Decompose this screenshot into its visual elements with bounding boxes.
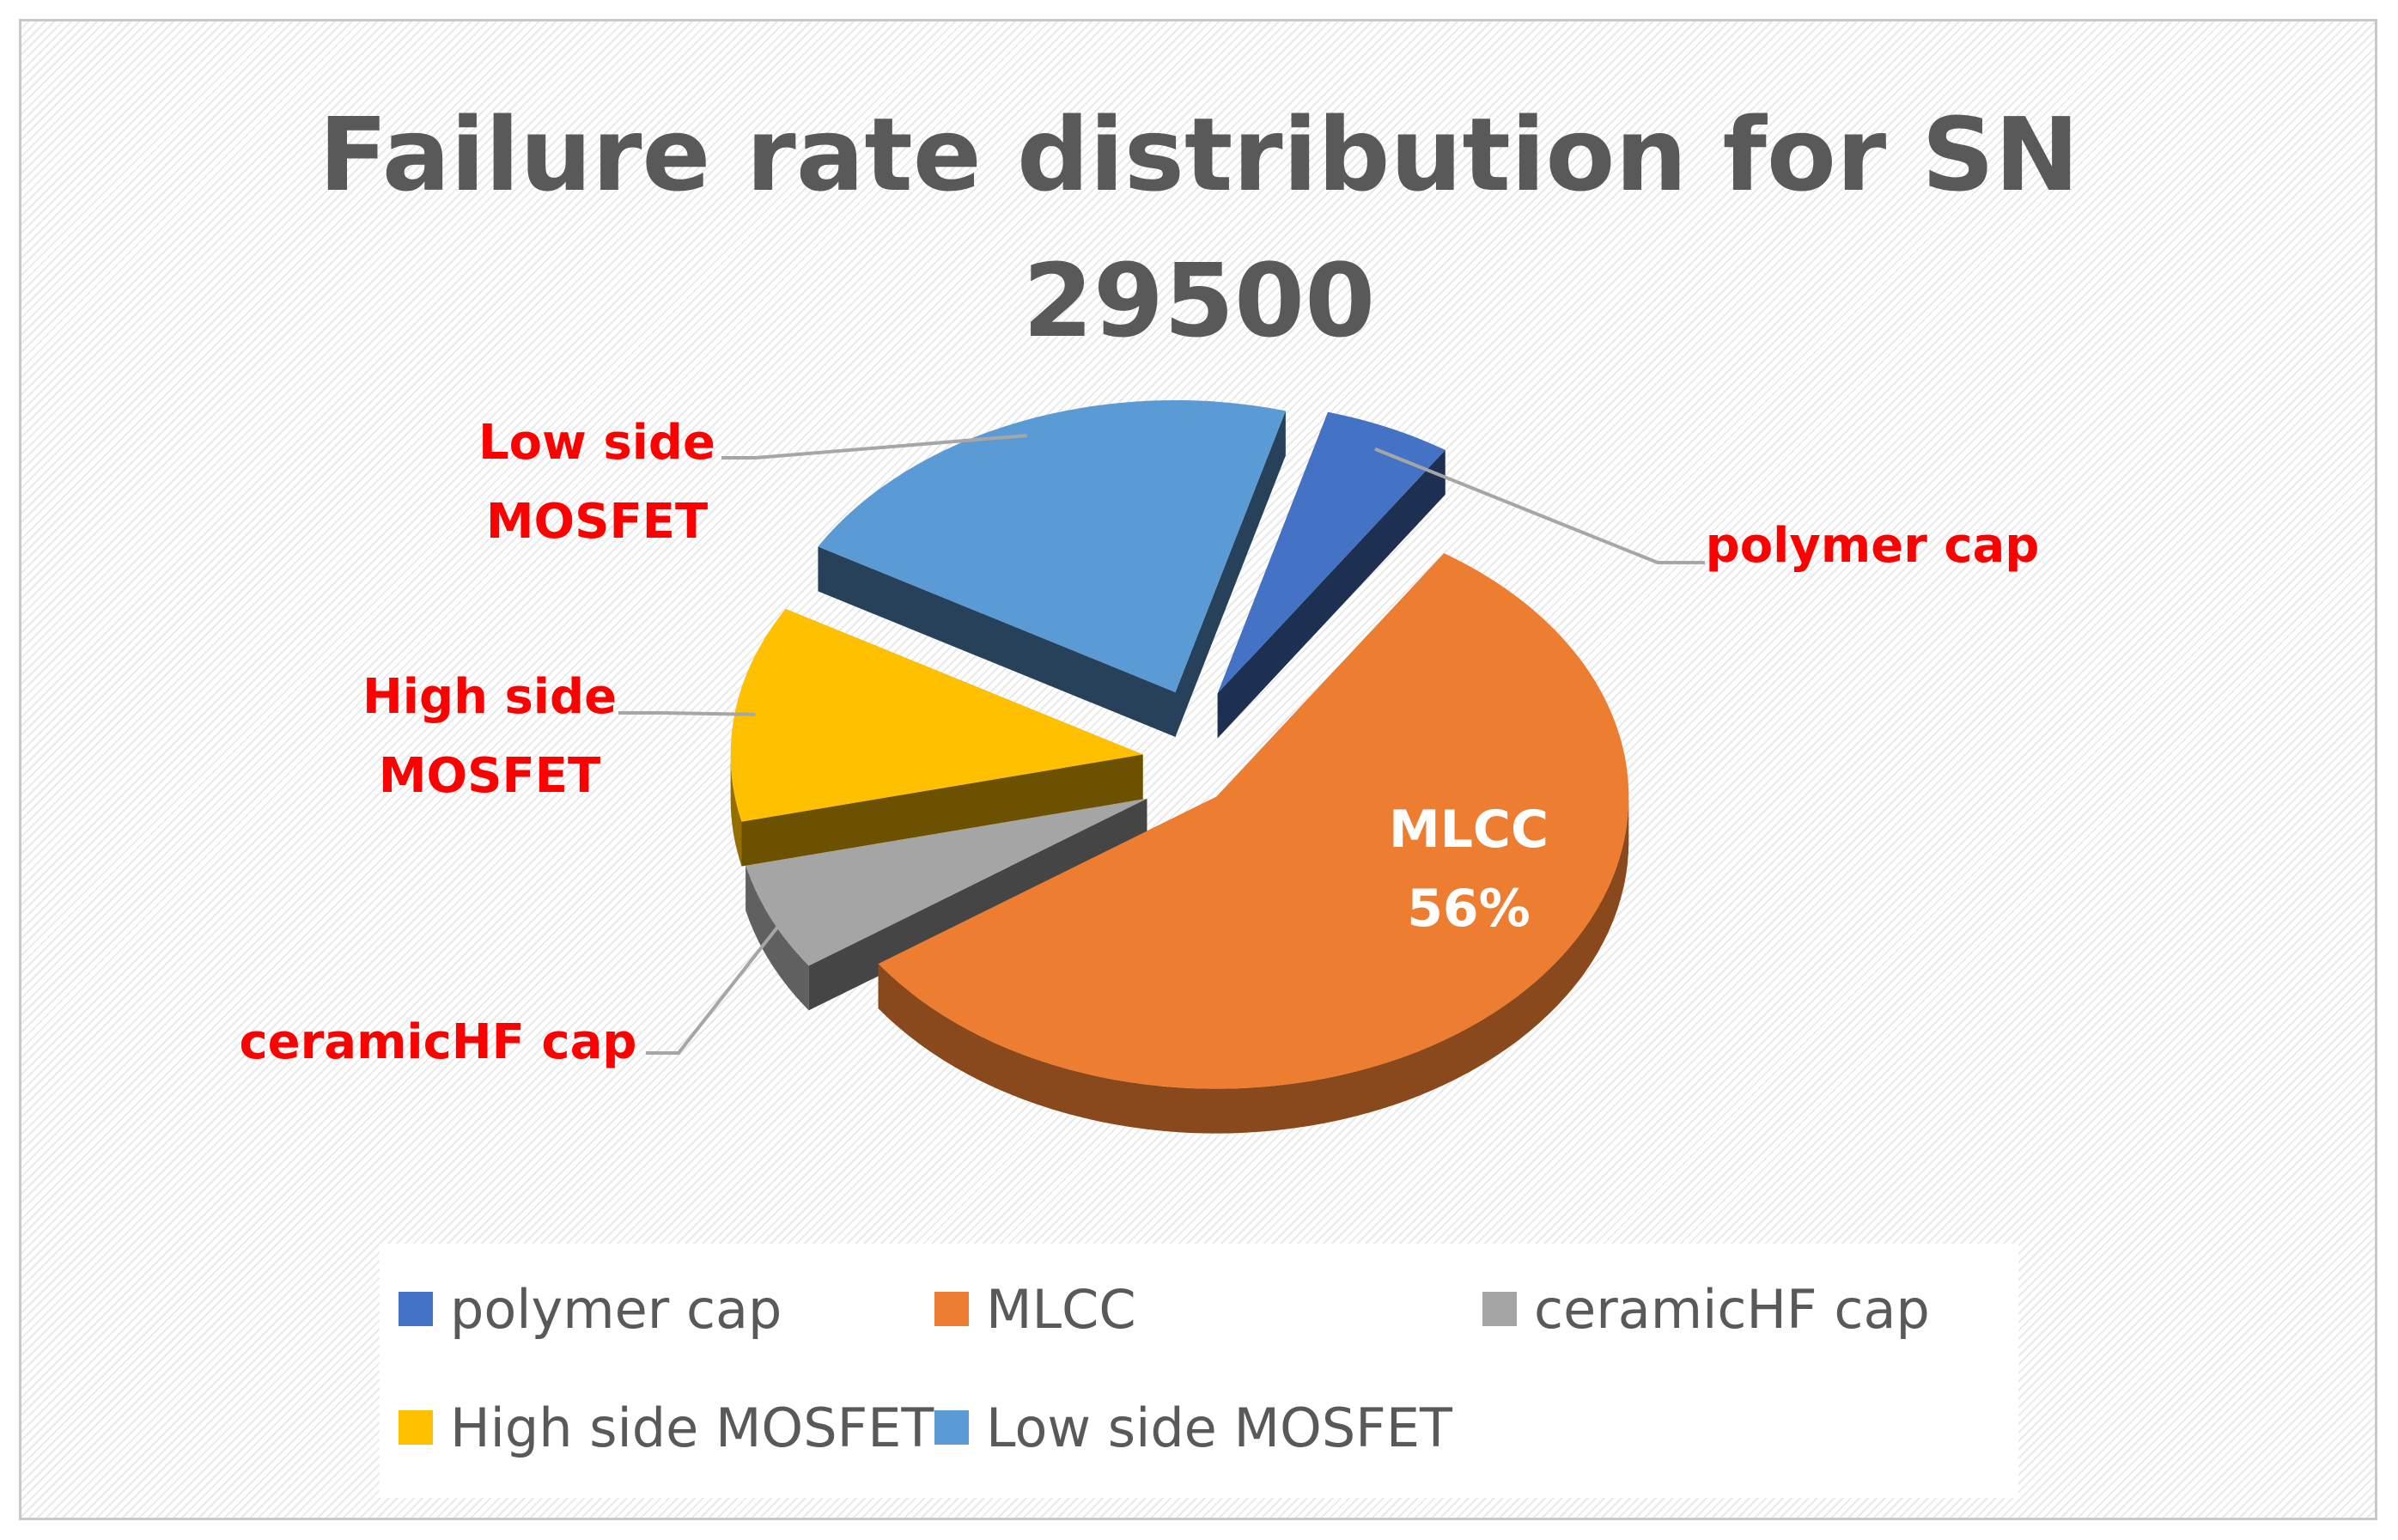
leader-line-ceramichf-cap — [646, 910, 791, 1055]
legend-item-polymer-cap: polymer cap — [399, 1275, 782, 1343]
data-label-polymer-cap: polymer cap — [1705, 518, 2040, 574]
legend-item-mlcc: MLCC — [934, 1275, 1136, 1343]
legend: polymer cap MLCC ceramicHF cap High side MO… — [380, 1244, 2018, 1498]
legend-swatch — [399, 1410, 433, 1445]
legend-item-high-side-mosfet: High side MOSFET — [399, 1393, 934, 1462]
slice-top-ceramichf-cap — [746, 798, 1147, 966]
leader-line-high-side-mosfet — [618, 711, 756, 716]
slice-rim-high-side-mosfet — [730, 754, 742, 867]
slice-low-side-mosfet — [818, 399, 1286, 737]
legend-label: Low side MOSFET — [986, 1396, 1452, 1459]
leader-lines — [618, 434, 1705, 1055]
leader-line-polymer-cap — [1374, 447, 1705, 564]
slice-rim-ceramichf-cap — [746, 866, 809, 1011]
legend-label: MLCC — [986, 1277, 1136, 1341]
slice-side-high-side-mosfet — [741, 754, 1143, 867]
slice-side-low-side-mosfet — [818, 546, 1176, 737]
legend-item-ceramichf-cap: ceramicHF cap — [1482, 1275, 1930, 1343]
legend-swatch — [934, 1410, 969, 1445]
pie-slices — [730, 399, 1629, 1134]
legend-label: ceramicHF cap — [1534, 1277, 1930, 1341]
slice-top-low-side-mosfet — [818, 399, 1286, 692]
slice-high-side-mosfet — [730, 608, 1143, 867]
slice-top-mlcc — [878, 553, 1629, 1089]
legend-label: High side MOSFET — [450, 1396, 934, 1459]
legend-swatch — [399, 1292, 433, 1326]
slice-polymer-cap — [1217, 411, 1445, 739]
data-label-ceramichf-cap: ceramicHF cap — [239, 1014, 637, 1070]
slice-top-high-side-mosfet — [730, 608, 1143, 822]
legend-swatch — [1482, 1292, 1517, 1326]
slice-mlcc — [878, 553, 1629, 1134]
legend-label: polymer cap — [450, 1277, 782, 1341]
legend-item-low-side-mosfet: Low side MOSFET — [934, 1393, 1452, 1462]
slice-top-polymer-cap — [1217, 411, 1445, 694]
slice-side-polymer-cap — [1217, 449, 1445, 739]
data-label-mlcc: MLCC 56% — [1388, 800, 1549, 939]
leader-line-low-side-mosfet — [721, 434, 1027, 460]
slice-side-low-side-mosfet — [1175, 411, 1286, 737]
slice-rim-mlcc — [878, 796, 1629, 1134]
chart-title: Failure rate distribution for SN 29500 — [319, 95, 2079, 360]
legend-swatch — [934, 1292, 969, 1326]
data-label-high-side-mosfet: High side MOSFET — [362, 669, 618, 804]
data-label-low-side-mosfet: Low side MOSFET — [478, 415, 715, 550]
